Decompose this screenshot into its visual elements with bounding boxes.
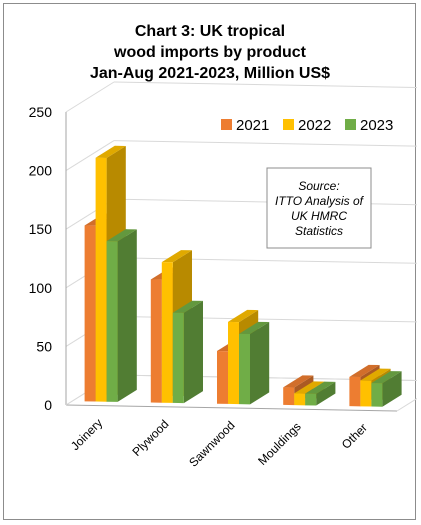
bar-plywood-2023 bbox=[172, 300, 203, 404]
bar-side bbox=[117, 229, 137, 402]
chart-frame: Chart 3: UK tropical wood imports by pro… bbox=[3, 3, 417, 520]
y-tick-label: 250 bbox=[29, 104, 53, 120]
gridline bbox=[113, 257, 417, 264]
gridline bbox=[113, 198, 417, 206]
bar-side bbox=[316, 381, 336, 406]
bar-front bbox=[349, 376, 361, 407]
chart-canvas: Chart 3: UK tropical wood imports by pro… bbox=[29, 23, 417, 470]
bar-front bbox=[150, 279, 162, 403]
bars bbox=[84, 145, 402, 407]
bar-front bbox=[305, 393, 317, 406]
gridline bbox=[113, 81, 417, 88]
legend-label: 2022 bbox=[298, 117, 331, 134]
x-tick-label: Joinery bbox=[68, 416, 105, 453]
bar-front bbox=[360, 380, 372, 407]
legend-swatch bbox=[221, 119, 232, 130]
bar-top bbox=[349, 364, 380, 378]
bar-mouldings-2023 bbox=[305, 381, 336, 406]
gridline-side bbox=[65, 81, 115, 113]
bar-front bbox=[371, 383, 383, 407]
y-tick-label: 100 bbox=[29, 280, 53, 296]
source-annotation-line-3: UK HMRC bbox=[291, 209, 347, 223]
bar-side bbox=[382, 371, 402, 407]
y-tick-label: 0 bbox=[44, 397, 52, 413]
x-axis-line bbox=[65, 404, 398, 412]
bar-front bbox=[106, 241, 118, 402]
x-tick-label: Other bbox=[339, 421, 370, 452]
source-annotation: Source: ITTO Analysis of UK HMRC Statist… bbox=[266, 167, 372, 249]
source-annotation-line-2: ITTO Analysis of bbox=[275, 194, 365, 208]
x-tick-label: Mouldings bbox=[255, 419, 304, 468]
bar-front bbox=[95, 157, 107, 402]
bar-front bbox=[283, 387, 295, 406]
bar-top bbox=[305, 381, 336, 394]
bar-top bbox=[239, 321, 270, 335]
y-tick-label: 150 bbox=[29, 221, 53, 237]
bar-top bbox=[283, 375, 314, 388]
bar-side bbox=[183, 300, 203, 404]
chart-title-line-1: Chart 3: UK tropical bbox=[135, 23, 285, 40]
bar-top bbox=[360, 368, 391, 381]
y-tick-label: 200 bbox=[29, 163, 53, 179]
bar-front bbox=[217, 350, 228, 404]
bar-top bbox=[228, 309, 259, 323]
source-annotation-line-4: Statistics bbox=[295, 224, 343, 238]
bar-sawnwood-2023 bbox=[239, 321, 270, 405]
bar-front bbox=[172, 312, 184, 404]
legend: 2021 2022 2023 bbox=[221, 117, 393, 134]
legend-label: 2023 bbox=[360, 117, 393, 134]
gridline bbox=[113, 140, 417, 147]
bar-front bbox=[84, 225, 96, 402]
bar-top bbox=[106, 229, 137, 242]
legend-swatch bbox=[283, 119, 294, 130]
bar-joinery-2023 bbox=[106, 229, 137, 402]
chart-title: Chart 3: UK tropical wood imports by pro… bbox=[90, 23, 330, 82]
bar-side bbox=[250, 322, 270, 405]
y-tick-label: 50 bbox=[36, 338, 52, 354]
bar-top bbox=[161, 250, 192, 263]
chart-title-line-3: Jan-Aug 2021-2023, Million US$ bbox=[90, 65, 330, 82]
bar-other-2023 bbox=[371, 371, 402, 407]
bar-top bbox=[95, 145, 126, 158]
x-tick-label: Sawnwood bbox=[186, 418, 237, 469]
bar-front bbox=[161, 262, 173, 403]
source-annotation-line-1: Source: bbox=[298, 179, 339, 193]
x-tick-label: Plywood bbox=[129, 417, 171, 459]
source-annotation-box bbox=[266, 167, 372, 249]
bar-top bbox=[172, 300, 203, 313]
floor-edge bbox=[396, 397, 417, 412]
bar-front bbox=[239, 333, 250, 405]
bar-front bbox=[228, 321, 239, 405]
bar-top bbox=[371, 371, 402, 384]
legend-swatch bbox=[345, 119, 356, 130]
chart-title-line-2: wood imports by product bbox=[113, 44, 307, 61]
legend-label: 2021 bbox=[236, 117, 269, 134]
bar-front bbox=[294, 393, 306, 406]
bar-top bbox=[294, 381, 325, 394]
gridline-side bbox=[65, 140, 115, 172]
